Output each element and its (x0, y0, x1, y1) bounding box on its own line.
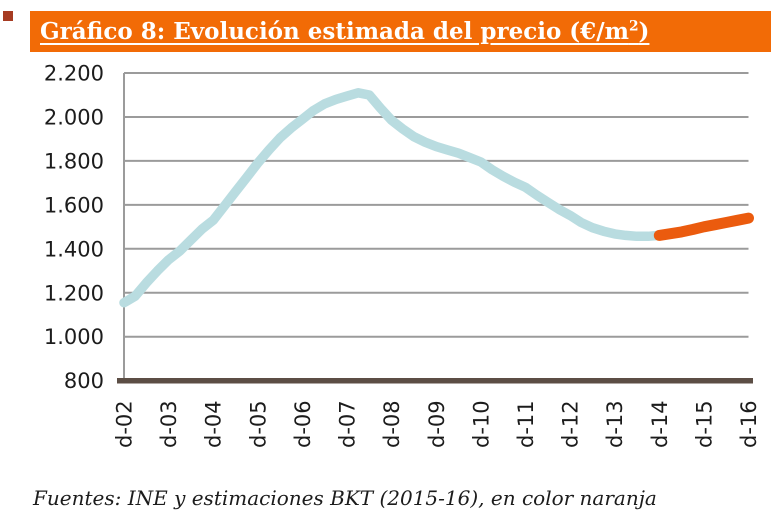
y-tick-label: 1.800 (44, 149, 104, 173)
y-tick-label: 1.200 (44, 281, 104, 305)
series-line-ine (119, 88, 665, 308)
y-tick-label: 800 (64, 369, 104, 393)
chart-title-suffix: ) (638, 18, 650, 45)
x-tick-label: d-15 (692, 400, 716, 448)
y-tick-label: 2.200 (44, 62, 104, 86)
x-tick-label: d-05 (246, 400, 270, 448)
x-tick-label: d-06 (291, 400, 315, 448)
x-tick-label: d-03 (157, 400, 181, 448)
x-tick-label: d-12 (559, 400, 583, 448)
x-tick-label: d-11 (514, 400, 538, 448)
chart-title-main: Gráfico 8: Evolución estimada del precio… (40, 18, 629, 45)
chart-title: Gráfico 8: Evolución estimada del precio… (40, 18, 649, 45)
y-tick-label: 1.000 (44, 325, 104, 349)
x-tick-label: d-14 (648, 400, 672, 448)
x-tick-label: d-08 (380, 400, 404, 448)
x-tick-label: d-02 (113, 400, 137, 448)
x-tick-label: d-09 (425, 400, 449, 448)
x-tick-label: d-13 (603, 400, 627, 448)
y-tick-label: 1.400 (44, 237, 104, 261)
chart-title-superscript: 2 (628, 18, 639, 35)
chart-title-bar: Gráfico 8: Evolución estimada del precio… (30, 11, 771, 52)
x-tick-label: d-10 (469, 400, 493, 448)
y-tick-label: 1.600 (44, 193, 104, 217)
source-note: Fuentes: INE y estimaciones BKT (2015-16… (33, 486, 657, 510)
x-tick-label: d-07 (336, 400, 360, 448)
series-line-bkt-estimate (653, 212, 754, 241)
y-tick-label: 2.000 (44, 106, 104, 130)
x-tick-label: d-16 (737, 400, 761, 448)
corner-accent-square (3, 11, 13, 21)
x-tick-label: d-04 (202, 400, 226, 448)
